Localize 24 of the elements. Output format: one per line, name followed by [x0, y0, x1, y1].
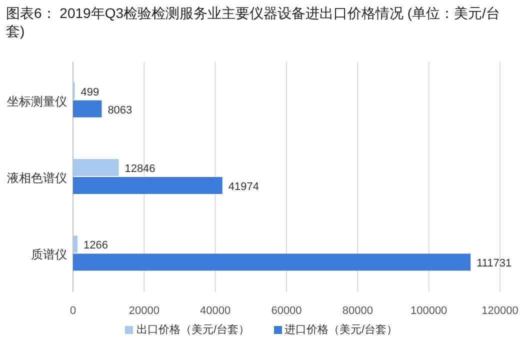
bar	[73, 159, 119, 176]
bar	[73, 236, 78, 253]
y-tick-label: 坐标测量仪	[7, 94, 67, 108]
data-label: 111731	[476, 258, 512, 270]
data-label: 499	[80, 86, 100, 98]
y-tick-label: 质谱仪	[31, 248, 67, 262]
legend-label: 出口价格（美元/台套）	[135, 322, 250, 337]
x-tick-label: 80000	[342, 305, 373, 317]
data-label: 41974	[228, 181, 259, 193]
x-tick-label: 40000	[200, 305, 231, 317]
y-tick-label: 液相色谱仪	[7, 171, 67, 185]
chart-title: 图表6： 2019年Q3检验检测服务业主要仪器设备进出口价格情况 (单位：美元/台套)	[6, 4, 501, 40]
x-tick-label: 0	[70, 305, 76, 317]
data-label: 1266	[84, 240, 108, 252]
x-tick-label: 60000	[271, 305, 302, 317]
legend-label: 进口价格（美元/台套）	[284, 322, 398, 337]
x-tick-label: 20000	[128, 305, 160, 317]
data-label: 12846	[124, 163, 156, 175]
data-label: 8063	[108, 104, 132, 116]
bar	[73, 100, 102, 118]
x-tick-label: 100000	[410, 305, 448, 317]
x-tick-label: 120000	[482, 305, 518, 317]
bar	[73, 177, 222, 194]
bar	[73, 254, 471, 271]
